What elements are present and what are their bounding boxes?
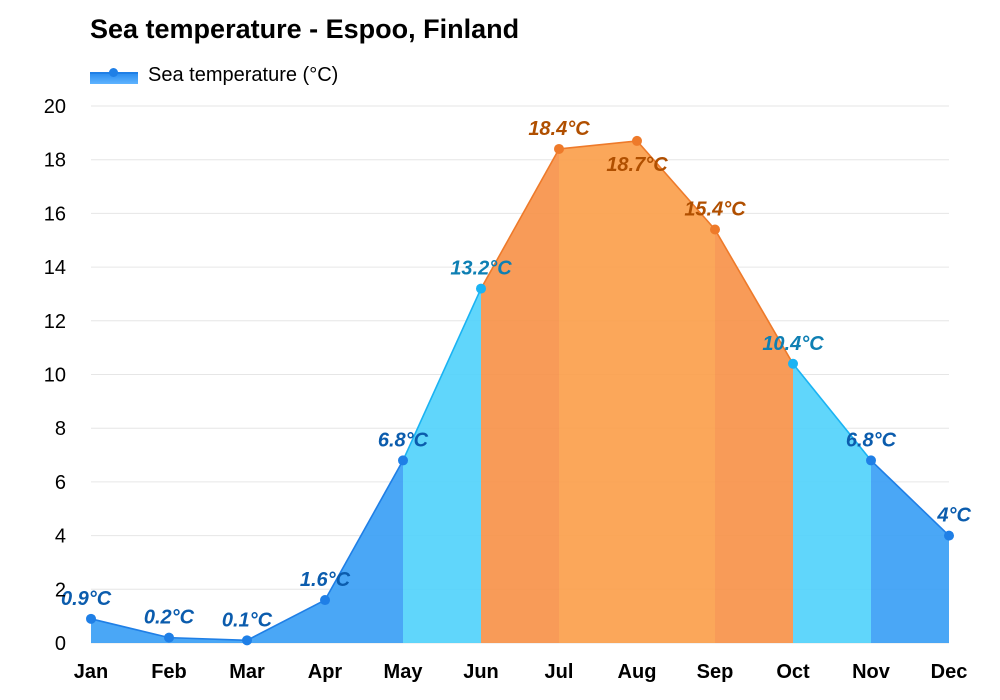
y-tick-label: 6 (55, 472, 66, 494)
data-label: 0.1°C (222, 609, 273, 631)
area-segment (637, 140, 715, 643)
legend[interactable]: Sea temperature (°C) (90, 60, 338, 90)
line-segment (792, 363, 872, 461)
data-label: 10.4°C (762, 333, 824, 355)
x-tick-label: Mar (229, 661, 265, 683)
line-segment (480, 148, 560, 289)
data-point (554, 143, 564, 154)
y-tick-label: 18 (44, 150, 66, 172)
data-label: 6.8°C (846, 429, 897, 451)
legend-label: Sea temperature (°C) (148, 63, 339, 86)
x-tick-label: Nov (852, 661, 891, 683)
area-segment (559, 140, 637, 643)
data-label: 15.4°C (684, 199, 746, 221)
data-point (632, 135, 642, 146)
area-segment (715, 229, 793, 643)
line-segment (246, 599, 326, 642)
data-label: 18.4°C (528, 118, 590, 140)
data-points (86, 135, 954, 646)
area-segment (481, 148, 559, 643)
x-tick-label: Aug (618, 661, 657, 683)
data-label: 18.7°C (606, 154, 668, 176)
x-tick-label: Jan (74, 661, 108, 683)
y-axis: 0 2 4 6 8 10 12 14 16 18 20 (44, 96, 66, 655)
y-tick-label: 2 (55, 579, 66, 601)
area-segment (793, 363, 871, 643)
line-segment (558, 140, 638, 150)
line-segment (90, 618, 170, 639)
area-segment (403, 288, 481, 643)
x-tick-label: Feb (151, 661, 187, 683)
legend-swatch (90, 66, 138, 84)
data-label: 13.2°C (450, 258, 512, 280)
data-labels: 0.9°C 0.2°C 0.1°C 1.6°C 6.8°C 13.2°C 18.4°C 18.… (61, 118, 972, 631)
data-point (866, 455, 876, 466)
series-line (90, 140, 950, 642)
data-label: 4°C (936, 505, 971, 527)
line-segment (168, 636, 248, 642)
data-point (710, 224, 720, 235)
x-tick-label: Jul (545, 661, 574, 683)
data-point (164, 632, 174, 643)
data-point (788, 358, 798, 369)
data-label: 6.8°C (378, 429, 429, 451)
data-point (242, 635, 252, 646)
x-tick-label: Jun (463, 661, 499, 683)
x-tick-label: Apr (308, 661, 343, 683)
data-point (944, 530, 954, 541)
y-tick-label: 14 (44, 257, 66, 279)
y-tick-label: 16 (44, 203, 66, 225)
data-label: 0.9°C (61, 588, 112, 610)
x-tick-label: Sep (697, 661, 734, 683)
area-segment (91, 618, 169, 643)
y-tick-label: 20 (44, 96, 66, 118)
y-tick-label: 10 (44, 365, 66, 387)
area-segments (91, 140, 949, 643)
line-segment (714, 229, 794, 365)
data-point (476, 283, 486, 294)
y-tick-label: 0 (55, 633, 66, 655)
line-segment (324, 460, 404, 601)
data-point (320, 595, 330, 606)
data-point (398, 455, 408, 466)
area-segment (325, 460, 403, 643)
y-tick-label: 12 (44, 311, 66, 333)
line-segment (870, 459, 950, 537)
x-tick-label: May (384, 661, 424, 683)
y-tick-label: 4 (55, 526, 66, 548)
line-segment (636, 140, 716, 231)
x-tick-label: Oct (776, 661, 810, 683)
x-axis: Jan Feb Mar Apr May Jun Jul Aug Sep Oct Nov Dec (74, 661, 968, 683)
area-segment (871, 460, 949, 643)
x-tick-label: Dec (931, 661, 968, 683)
line-segment (402, 288, 482, 461)
data-label: 1.6°C (300, 569, 351, 591)
data-point (86, 613, 96, 624)
data-label: 0.2°C (144, 607, 195, 629)
chart-title: Sea temperature - Espoo, Finland (90, 14, 520, 44)
y-tick-label: 8 (55, 418, 66, 440)
